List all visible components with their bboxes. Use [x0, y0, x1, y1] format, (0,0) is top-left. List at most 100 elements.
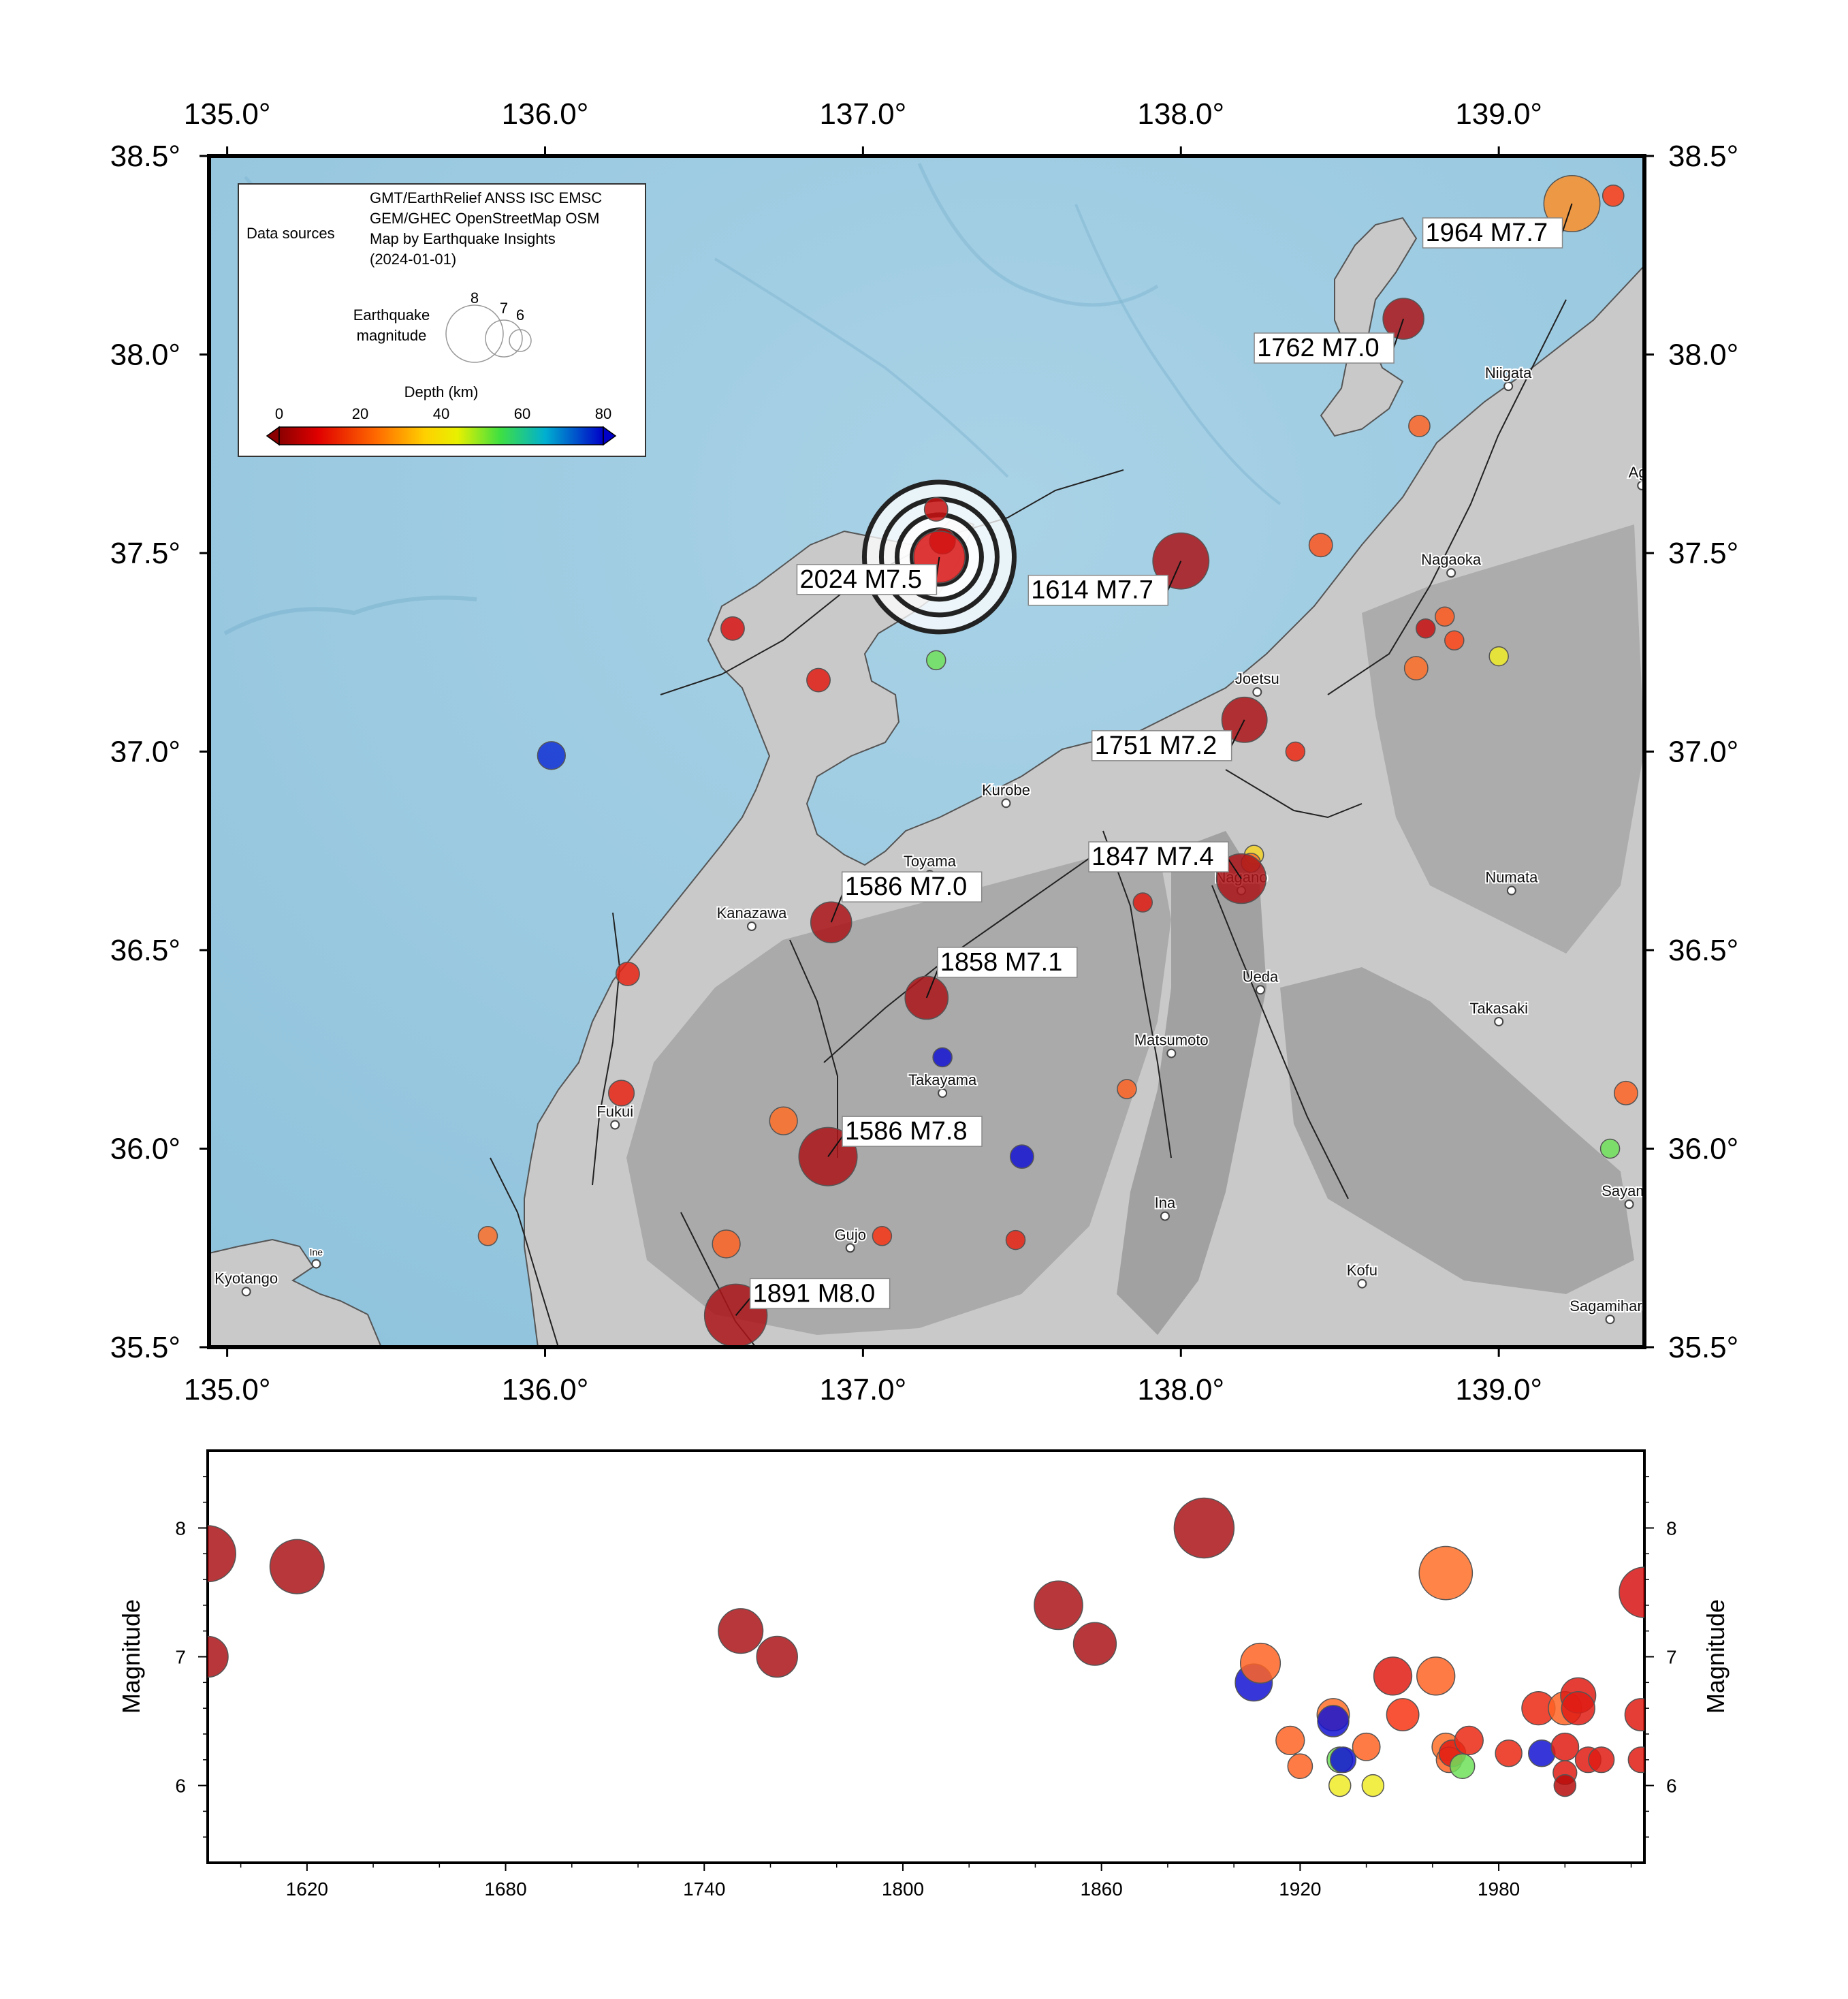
quake-label-leader [1561, 203, 1573, 235]
earthquake-marker [1416, 618, 1436, 639]
city-label: Ina [1155, 1195, 1176, 1212]
quake-label: 1964 M7.7 [1426, 219, 1548, 247]
city-marker [1506, 885, 1516, 896]
city-label: Niigata [1485, 364, 1532, 381]
city-marker [938, 1088, 948, 1098]
city-label: Nagaoka [1421, 551, 1482, 568]
quake-label: 1586 M7.8 [845, 1117, 968, 1146]
lat-tick-label-right: 36.5° [1668, 934, 1738, 967]
legend-magnitude-circle-7 [485, 319, 523, 358]
city-label: Aga [1629, 464, 1656, 481]
legend-magnitude-label: Earthquake [353, 306, 430, 324]
lat-tick-label-right: 35.5° [1668, 1331, 1738, 1364]
lat-tick-label-left: 38.5° [110, 140, 180, 173]
timeline-points [208, 1497, 1644, 1797]
timeline-x-tick-label: 1860 [1081, 1878, 1123, 1900]
city-marker [241, 1287, 251, 1297]
earthquake-marker [806, 667, 831, 693]
timeline-point [269, 1539, 325, 1594]
magnitude-timeline-chart: Magnitude Magnitude 1620 1680 1740 1800 1860… [117, 1449, 1730, 1900]
city-marker [1494, 1016, 1504, 1026]
timeline-x-tick-label: 1920 [1279, 1878, 1321, 1900]
seafloor-ridge [714, 257, 1009, 478]
earthquake-marker [1444, 630, 1465, 651]
timeline-point [1550, 1732, 1580, 1761]
timeline-y-tick-label-left: 8 [175, 1517, 186, 1539]
timeline-point [1495, 1740, 1523, 1767]
timeline-point [1449, 1753, 1476, 1780]
timeline-point [1239, 1642, 1281, 1684]
earthquake-layer: 2024 M7.5 1964 M7.7 1762 M7.0 1614 M7.7 1751… [242, 175, 1638, 1347]
lat-tick-label-right: 36.0° [1668, 1133, 1738, 1166]
timeline-point [1416, 1656, 1456, 1696]
city-label: Takasaki [1469, 1000, 1528, 1017]
earthquake-marker [1435, 606, 1455, 627]
earthquake-marker [1403, 656, 1429, 681]
timeline-point [1287, 1753, 1313, 1780]
timeline-point [1624, 1698, 1644, 1732]
depth-colorbar [278, 426, 604, 445]
timeline-point [756, 1635, 798, 1678]
depth-tick-label: 0 [275, 405, 283, 422]
city-marker [746, 922, 756, 932]
timeline-point [208, 1635, 229, 1678]
seafloor-ridge [917, 162, 1159, 307]
timeline-point [1373, 1656, 1413, 1696]
quake-label: 1614 M7.7 [1031, 576, 1153, 605]
timeline-point [1173, 1497, 1235, 1559]
lon-tick-label-bottom: 137.0° [820, 1373, 907, 1406]
timeline-point [1352, 1732, 1381, 1761]
map-axes: 135.0° 135.0° 136.0° 136.0° 137.0° 137.0° 138.… [110, 97, 1738, 1406]
legend-magnitude-value: 6 [516, 306, 524, 324]
earthquake-marker [1488, 646, 1509, 667]
earthquake-marker [1308, 533, 1333, 558]
quake-label-box [796, 564, 938, 595]
quake-label: 1751 M7.2 [1095, 731, 1217, 760]
timeline-point [1627, 1746, 1644, 1774]
city-label: Kyotango [214, 1270, 278, 1287]
city-marker [1160, 1211, 1170, 1221]
lon-tick-label-bottom: 136.0° [502, 1373, 589, 1406]
lon-tick-label-bottom: 135.0° [184, 1373, 271, 1406]
timeline-frame [206, 1449, 1646, 1864]
legend-depth-title: Depth (km) [404, 383, 479, 400]
lat-tick-label-left: 36.5° [110, 934, 180, 967]
timeline-point [1418, 1545, 1473, 1601]
timeline-point [1328, 1774, 1352, 1797]
legend-magnitude-circle-8 [445, 304, 504, 363]
city-marker [610, 1120, 620, 1130]
timeline-x-tick-label: 1680 [484, 1878, 526, 1900]
lat-tick-label-left: 35.5° [110, 1331, 180, 1364]
timeline-y-tick-label-left: 7 [175, 1647, 186, 1668]
city-label: Toyama [904, 853, 957, 870]
lat-tick-label-right: 37.0° [1668, 736, 1738, 769]
depth-tick-label: 20 [352, 405, 368, 422]
city-label: Takayama [908, 1071, 977, 1088]
city-label: Numata [1485, 869, 1538, 886]
quake-label: 1858 M7.1 [940, 948, 1063, 977]
city-marker [1001, 798, 1011, 808]
quake-label-leader [1227, 857, 1242, 879]
quake-label-box [1422, 217, 1563, 249]
quake-label-leader [1392, 318, 1405, 350]
city-marker [1605, 1315, 1615, 1325]
land-kyotango [209, 1238, 383, 1347]
city-marker [1624, 1199, 1634, 1210]
timeline-ylabel-right: Magnitude [1702, 1599, 1730, 1714]
quake-label-box [749, 1278, 891, 1310]
earthquake-marker [932, 1047, 953, 1068]
city-marker [1446, 568, 1456, 578]
quake-label: 2024 M7.5 [799, 565, 922, 594]
earthquake-marker [769, 1106, 798, 1135]
timeline-point [1561, 1690, 1595, 1726]
city-marker [1255, 985, 1265, 995]
quake-label: 1762 M7.0 [1257, 334, 1380, 362]
seismic-map: NiigataAgaNagaokaJoetsuKurobeToyamaNagan… [209, 156, 1656, 1347]
legend-box [238, 183, 646, 457]
quake-label: 1891 M8.0 [753, 1279, 876, 1308]
timeline-y-tick-label-right: 7 [1666, 1647, 1677, 1668]
city-marker [1357, 1278, 1367, 1289]
mountain-shading [1280, 967, 1634, 1294]
quake-label-leader [1166, 561, 1182, 593]
city-marker [1166, 1048, 1177, 1058]
